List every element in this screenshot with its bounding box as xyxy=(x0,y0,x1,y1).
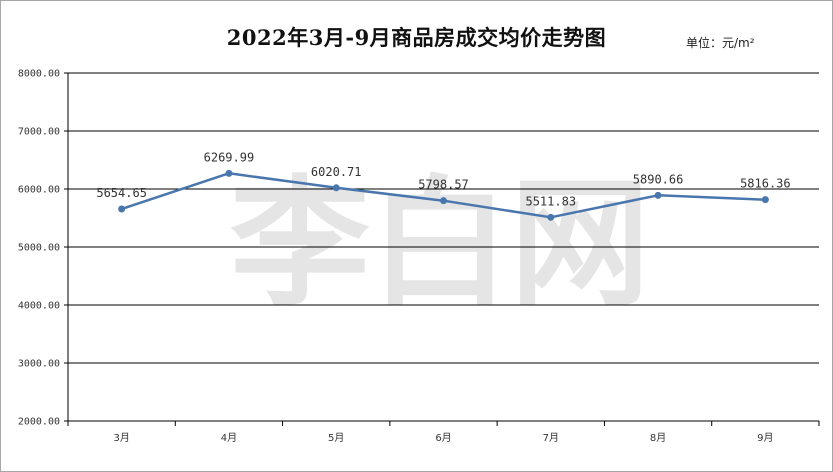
y-tick-label: 8000.00 xyxy=(18,69,60,80)
chart-title: 2022年3月-9月商品房成交均价走势图 xyxy=(226,25,607,50)
data-label: 5816.36 xyxy=(740,177,791,191)
data-point xyxy=(332,184,340,192)
x-tick-label: 9月 xyxy=(757,432,773,444)
data-label: 5511.83 xyxy=(525,194,576,208)
y-tick-label: 4000.00 xyxy=(18,301,60,312)
data-point xyxy=(761,196,769,204)
data-label: 6020.71 xyxy=(311,165,362,179)
y-tick-label: 6000.00 xyxy=(18,185,60,196)
x-tick-label: 5月 xyxy=(328,432,344,444)
x-tick-label: 8月 xyxy=(650,432,666,444)
data-label: 5798.57 xyxy=(418,178,469,192)
y-tick-label: 7000.00 xyxy=(18,127,60,138)
x-tick-label: 3月 xyxy=(113,432,129,444)
y-tick-label: 5000.00 xyxy=(18,243,60,254)
y-axis-ticks: 2000.00 3000.00 4000.00 5000.00 6000.00 7000.… xyxy=(18,69,68,428)
data-point xyxy=(547,213,555,221)
y-tick-label: 2000.00 xyxy=(18,417,60,428)
x-tick-label: 6月 xyxy=(435,432,451,444)
data-label: 5890.66 xyxy=(633,172,684,186)
watermark: 李白网 xyxy=(230,163,650,326)
data-point xyxy=(654,191,662,199)
data-label: 6269.99 xyxy=(204,150,255,164)
data-label: 5654.65 xyxy=(96,186,147,200)
data-point xyxy=(118,205,126,213)
unit-label: 单位：元/m² xyxy=(686,36,755,50)
y-tick-label: 3000.00 xyxy=(18,359,60,370)
data-labels: 5654.65 6269.99 6020.71 5798.57 5511.83 5890.… xyxy=(96,150,790,208)
data-point xyxy=(440,197,447,205)
x-tick-label: 4月 xyxy=(221,432,237,444)
x-tick-label: 7月 xyxy=(543,432,559,444)
grid-lines xyxy=(68,72,819,364)
x-axis-ticks: 3月 4月 5月 6月 7月 8月 9月 xyxy=(67,421,820,444)
series-line-group xyxy=(118,169,769,221)
data-point xyxy=(225,169,233,177)
